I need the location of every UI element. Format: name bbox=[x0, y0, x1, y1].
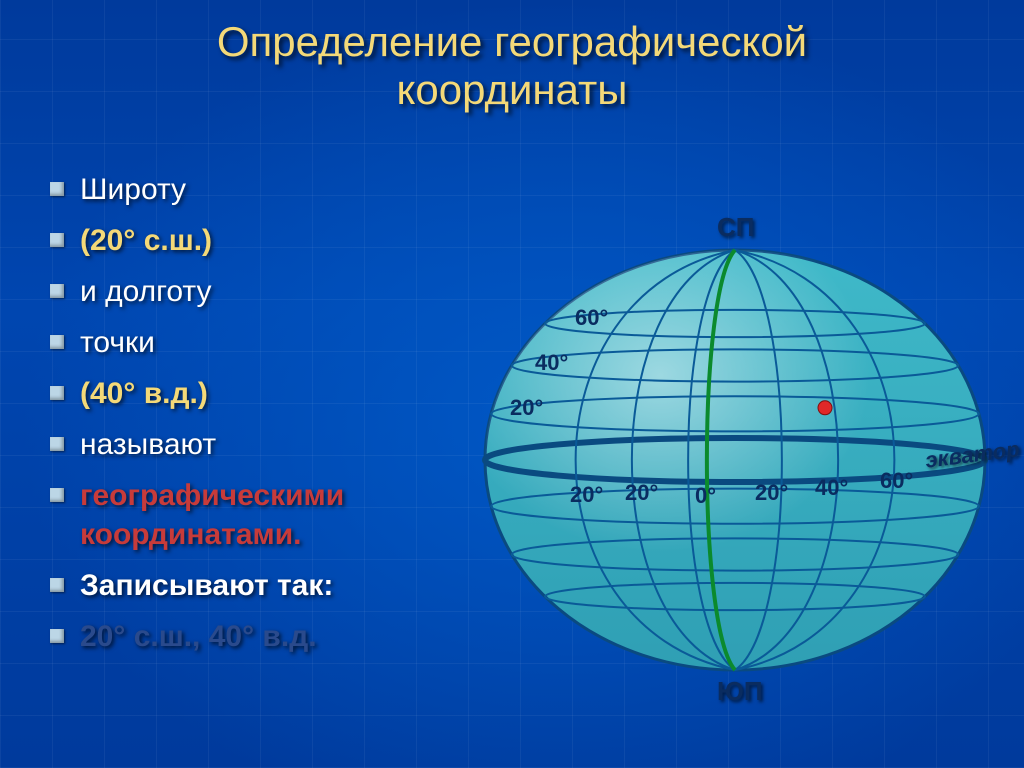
bullet-text: 20° с.ш., 40° в.д. bbox=[80, 617, 317, 656]
bullet-list: Широту (20° с.ш.) и долготу точки (40° в.д.)… bbox=[50, 170, 480, 668]
bullet-marker-icon bbox=[50, 233, 64, 247]
bullet-item: (20° с.ш.) bbox=[50, 221, 480, 260]
bullet-item: точки bbox=[50, 323, 480, 362]
tick-label: 0° bbox=[695, 483, 716, 508]
bullet-item: Записывают так: bbox=[50, 566, 480, 605]
tick-label: 40° bbox=[535, 350, 568, 375]
tick-label: 20° bbox=[755, 480, 788, 505]
tick-label: 40° bbox=[815, 475, 848, 500]
bullet-item: и долготу bbox=[50, 272, 480, 311]
tick-label: 60° bbox=[575, 305, 608, 330]
tick-label: 20° bbox=[570, 482, 603, 507]
slide-content: Определение географической координаты Ши… bbox=[0, 0, 1024, 768]
north-pole-label: СП bbox=[717, 212, 754, 243]
bullet-text: географическими координатами. bbox=[80, 476, 480, 554]
bullet-text: Широту bbox=[80, 170, 186, 209]
bullet-marker-icon bbox=[50, 386, 64, 400]
title-line-1: Определение географической bbox=[217, 18, 807, 65]
bullet-marker-icon bbox=[50, 488, 64, 502]
tick-label: 20° bbox=[510, 395, 543, 420]
title-line-2: координаты bbox=[397, 66, 628, 113]
bullet-text: Записывают так: bbox=[80, 566, 333, 605]
globe-svg: 20° 40° 60° 20° 20° 0° 20° 40° 60° bbox=[470, 170, 1000, 730]
bullet-item: называют bbox=[50, 425, 480, 464]
bullet-marker-icon bbox=[50, 578, 64, 592]
bullet-marker-icon bbox=[50, 629, 64, 643]
bullet-marker-icon bbox=[50, 335, 64, 349]
bullet-text: называют bbox=[80, 425, 216, 464]
tick-label: 20° bbox=[625, 480, 658, 505]
bullet-item: географическими координатами. bbox=[50, 476, 480, 554]
south-pole-label: ЮП bbox=[717, 676, 763, 707]
bullet-text: точки bbox=[80, 323, 155, 362]
globe-diagram: 20°40°60°20°20°0°20°40°60° СП ЮП экватор bbox=[470, 170, 1000, 730]
bullet-text: (20° с.ш.) bbox=[80, 221, 212, 260]
bullet-text: и долготу bbox=[80, 272, 212, 311]
bullet-item: 20° с.ш., 40° в.д. bbox=[50, 617, 480, 656]
bullet-marker-icon bbox=[50, 284, 64, 298]
bullet-item: (40° в.д.) bbox=[50, 374, 480, 413]
bullet-text: (40° в.д.) bbox=[80, 374, 208, 413]
bullet-item: Широту bbox=[50, 170, 480, 209]
bullet-marker-icon bbox=[50, 182, 64, 196]
slide-title: Определение географической координаты bbox=[0, 0, 1024, 115]
bullet-marker-icon bbox=[50, 437, 64, 451]
tick-label: 60° bbox=[880, 468, 913, 493]
